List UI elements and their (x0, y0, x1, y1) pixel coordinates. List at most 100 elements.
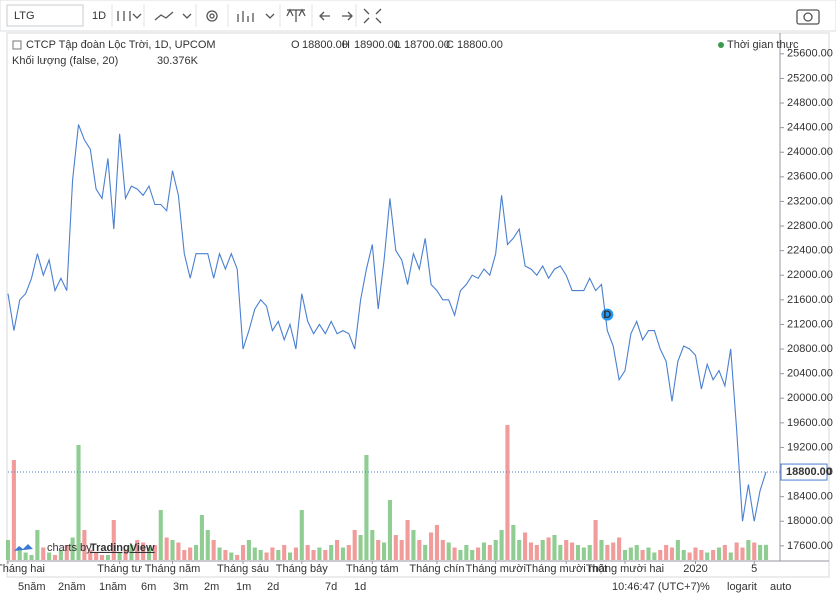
volume-bar (276, 550, 281, 560)
toolbar-icons[interactable] (117, 8, 820, 25)
realtime-label: Thời gian thực (727, 39, 799, 51)
volume-bar (552, 535, 557, 560)
branding-name[interactable]: TradingView (90, 542, 155, 554)
x-tick-label: Tháng tám (346, 563, 399, 575)
volume-bar (581, 547, 586, 560)
y-tick-label: 22400.00 (787, 245, 833, 257)
volume-bar (464, 545, 469, 560)
volume-bar (141, 542, 146, 560)
volume-bar (722, 545, 727, 560)
range-button[interactable]: 2năm (58, 581, 86, 593)
volume-bar (493, 540, 498, 560)
volume-bar (152, 545, 157, 560)
range-button[interactable]: 1năm (99, 581, 127, 593)
volume-bar (11, 460, 16, 560)
ohlc-value: 18900.00 (354, 39, 400, 51)
volume-bar (570, 542, 575, 560)
volume-bar (646, 547, 651, 560)
realtime-dot (718, 42, 724, 48)
volume-bar (675, 540, 680, 560)
volume-bar (358, 535, 363, 560)
toolbar (0, 0, 836, 32)
volume-bar (17, 550, 22, 560)
volume-bar (64, 545, 69, 560)
volume-bar (282, 545, 287, 560)
volume-bar (82, 530, 87, 560)
volume-bar (693, 547, 698, 560)
x-tick-label: Tháng tư (97, 563, 142, 575)
volume-bar (170, 540, 175, 560)
volume-bar (123, 550, 128, 560)
volume-bar (334, 540, 340, 560)
y-tick-label: 23200.00 (787, 195, 833, 207)
legend-title: CTCP Tập đoàn Lộc Trời, 1D, UPCOM (26, 39, 216, 51)
volume-bar (205, 530, 210, 560)
y-tick-label: 22000.00 (787, 269, 833, 281)
volume-bar (264, 552, 269, 560)
range-button[interactable]: 3m (173, 581, 188, 593)
volume-bar (382, 542, 387, 560)
interval-text[interactable]: 1D (92, 10, 106, 22)
volume-bar (399, 540, 404, 560)
y-tick-label: 19600.00 (787, 417, 833, 429)
volume-bar (628, 547, 633, 560)
volume-bar (611, 542, 616, 560)
x-tick-label: Tháng mười (465, 563, 525, 575)
volume-title: Khối lượng (false, 20) (12, 55, 118, 67)
ohlc-value: 18700.00 (404, 39, 450, 51)
volume-bar (376, 540, 381, 560)
y-tick-label: 24800.00 (787, 97, 833, 109)
volume-bar (429, 532, 434, 560)
range-button[interactable]: 7d (325, 581, 337, 593)
volume-bar (705, 552, 710, 560)
y-tick-label: 24000.00 (787, 146, 833, 158)
volume-bar (564, 540, 569, 560)
volume-bar (164, 537, 169, 560)
symbol-text[interactable]: LTG (14, 10, 35, 22)
ohlc-key: H (342, 39, 350, 51)
volume-bar (188, 547, 193, 560)
volume-bar (470, 550, 475, 560)
volume-bar (605, 545, 610, 560)
volume-bar (687, 552, 692, 560)
x-tick-label: Tháng mười một (525, 563, 607, 575)
range-button[interactable]: 2d (267, 581, 279, 593)
range-button[interactable]: 1m (236, 581, 251, 593)
range-button[interactable]: 5năm (18, 581, 46, 593)
range-button[interactable]: 2m (204, 581, 219, 593)
volume-bar (716, 547, 722, 560)
price-line (7, 124, 767, 522)
volume-bar (523, 532, 528, 560)
log-toggle[interactable]: logarit (727, 581, 757, 593)
volume-bar (193, 545, 199, 560)
volume-bar (270, 547, 275, 560)
event-marker[interactable] (601, 308, 614, 321)
volume-bar (240, 545, 246, 560)
x-tick-label: Tháng năm (145, 563, 201, 575)
y-tick-label: 18400.00 (787, 491, 833, 503)
y-tick-label: 23600.00 (787, 171, 833, 183)
auto-toggle[interactable]: auto (770, 581, 791, 593)
volume-bar (734, 542, 739, 560)
symbol-box[interactable] (6, 4, 84, 27)
volume-bar (575, 545, 581, 560)
volume-bar (622, 550, 628, 560)
y-tick-label: 20800.00 (787, 343, 833, 355)
legend-icon (12, 40, 22, 50)
volume-bar (311, 550, 316, 560)
volume-bar (5, 540, 11, 560)
volume-bar (235, 555, 240, 560)
volume-bar (370, 530, 375, 560)
volume-bar (752, 542, 757, 560)
ohlc-key: O (291, 39, 300, 51)
volume-bar (511, 525, 516, 560)
y-tick-label: 18000.00 (787, 515, 833, 527)
percent-toggle[interactable]: % (700, 581, 710, 593)
x-tick-label: 2020 (683, 563, 707, 575)
volume-bar (258, 550, 263, 560)
volume-bar (476, 547, 481, 560)
range-button[interactable]: 6m (141, 581, 156, 593)
volume-bar (329, 545, 334, 560)
range-button[interactable]: 1d (354, 581, 366, 593)
volume-bar (558, 545, 563, 560)
